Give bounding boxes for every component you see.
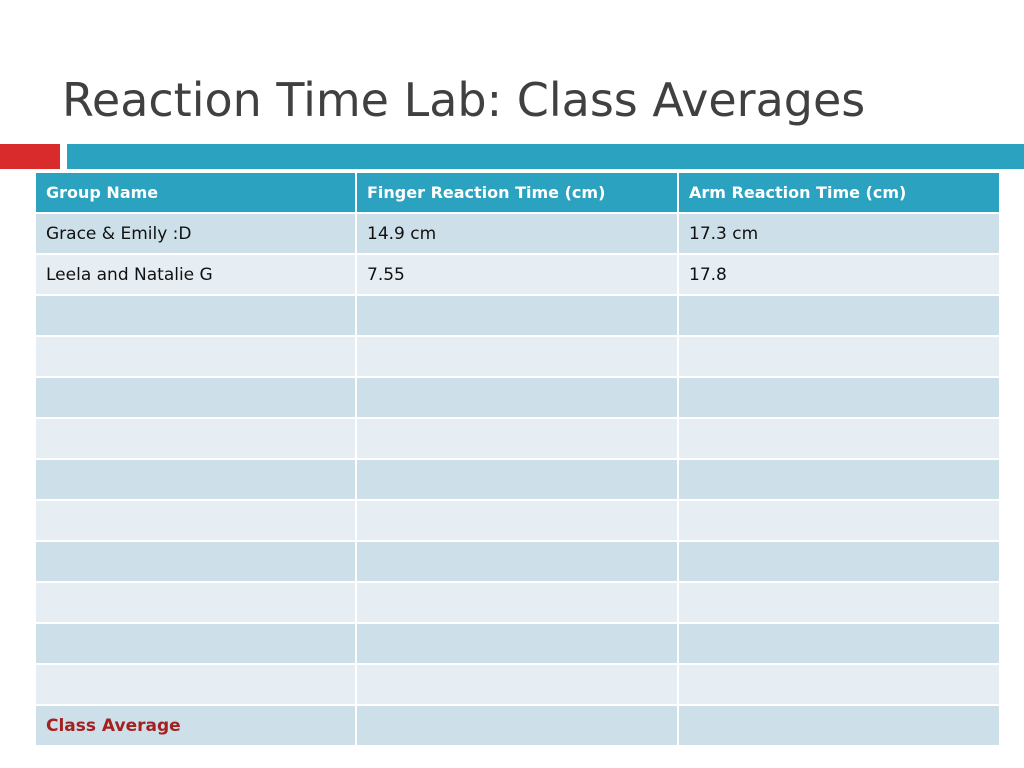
cell-finger-reaction-time: [355, 294, 679, 337]
cell-group-name: [34, 581, 357, 624]
table-row: [34, 622, 1001, 665]
cell-arm-reaction-time: [677, 540, 1001, 583]
header-arm-reaction-time: Arm Reaction Time (cm): [677, 171, 1001, 214]
cell-group-name: [34, 499, 357, 542]
cell-group-name: [34, 417, 357, 460]
cell-finger-reaction-time: 7.55: [355, 253, 679, 296]
header-finger-reaction-time: Finger Reaction Time (cm): [355, 171, 679, 214]
cell-arm-reaction-time: 17.3 cm: [677, 212, 1001, 255]
cell-group-name: [34, 376, 357, 419]
table-row: [34, 376, 1001, 419]
cell-arm-reaction-time: [677, 581, 1001, 624]
class-average-arm-cell: [677, 704, 1001, 747]
accent-bar-red: [0, 144, 60, 169]
cell-finger-reaction-time: [355, 499, 679, 542]
cell-arm-reaction-time: [677, 376, 1001, 419]
table-row: [34, 499, 1001, 542]
cell-arm-reaction-time: [677, 622, 1001, 665]
class-average-finger-cell: [355, 704, 679, 747]
table-row: [34, 581, 1001, 624]
cell-arm-reaction-time: [677, 499, 1001, 542]
cell-arm-reaction-time: 17.8: [677, 253, 1001, 296]
cell-finger-reaction-time: [355, 663, 679, 706]
table-row: Leela and Natalie G 7.55 17.8: [34, 253, 1001, 296]
cell-group-name: [34, 622, 357, 665]
cell-group-name: Leela and Natalie G: [34, 253, 357, 296]
cell-group-name: [34, 294, 357, 337]
accent-bar-blue: [67, 144, 1024, 169]
cell-group-name: [34, 663, 357, 706]
cell-arm-reaction-time: [677, 294, 1001, 337]
class-averages-table: Group Name Finger Reaction Time (cm) Arm…: [34, 171, 1001, 747]
table-row: Grace & Emily :D 14.9 cm 17.3 cm: [34, 212, 1001, 255]
class-average-row: Class Average: [34, 704, 1001, 747]
cell-arm-reaction-time: [677, 458, 1001, 501]
cell-arm-reaction-time: [677, 417, 1001, 460]
cell-finger-reaction-time: [355, 335, 679, 378]
cell-finger-reaction-time: [355, 581, 679, 624]
table-row: [34, 417, 1001, 460]
cell-group-name: [34, 540, 357, 583]
table-header-row: Group Name Finger Reaction Time (cm) Arm…: [34, 171, 1001, 214]
cell-finger-reaction-time: [355, 622, 679, 665]
header-group-name: Group Name: [34, 171, 357, 214]
cell-group-name: [34, 458, 357, 501]
table-row: [34, 335, 1001, 378]
cell-finger-reaction-time: [355, 540, 679, 583]
cell-arm-reaction-time: [677, 663, 1001, 706]
class-average-label: Class Average: [34, 704, 357, 747]
cell-arm-reaction-time: [677, 335, 1001, 378]
table-row: [34, 540, 1001, 583]
cell-finger-reaction-time: [355, 458, 679, 501]
cell-finger-reaction-time: 14.9 cm: [355, 212, 679, 255]
table-row: [34, 458, 1001, 501]
cell-finger-reaction-time: [355, 376, 679, 419]
cell-group-name: [34, 335, 357, 378]
slide-title: Reaction Time Lab: Class Averages: [62, 73, 866, 127]
table-row: [34, 663, 1001, 706]
cell-finger-reaction-time: [355, 417, 679, 460]
table-row: [34, 294, 1001, 337]
cell-group-name: Grace & Emily :D: [34, 212, 357, 255]
